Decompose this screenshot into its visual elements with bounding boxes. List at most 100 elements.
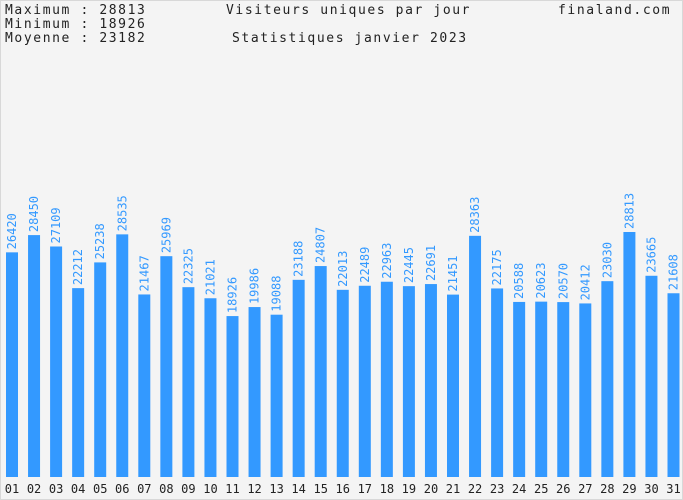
bar-31 — [667, 293, 680, 477]
x-tick-label-25: 25 — [534, 482, 548, 496]
x-tick-label-31: 31 — [666, 482, 680, 496]
bar-24 — [513, 301, 526, 477]
value-label-26: 20570 — [556, 263, 570, 299]
value-label-06: 28535 — [115, 195, 129, 231]
bar-10 — [204, 298, 217, 477]
value-label-13: 19088 — [270, 276, 284, 312]
value-label-30: 23665 — [644, 237, 658, 273]
bar-28 — [601, 281, 614, 477]
x-tick-label-02: 02 — [27, 482, 41, 496]
x-tick-label-03: 03 — [49, 482, 63, 496]
site-name: finaland.com — [558, 3, 672, 18]
bar-14 — [292, 279, 305, 477]
value-label-17: 22489 — [358, 247, 372, 283]
bar-17 — [358, 285, 371, 477]
value-label-20: 22691 — [424, 245, 438, 281]
value-label-19: 22445 — [402, 247, 416, 283]
value-label-08: 25969 — [159, 217, 173, 253]
min-value: 18926 — [99, 17, 147, 32]
bar-09 — [182, 287, 195, 477]
x-tick-label-20: 20 — [424, 482, 438, 496]
x-tick-label-01: 01 — [5, 482, 19, 496]
chart-title: Visiteurs uniques par jour — [226, 3, 472, 18]
x-tick-label-24: 24 — [512, 482, 526, 496]
value-label-25: 20623 — [534, 263, 548, 299]
value-label-18: 22963 — [380, 243, 394, 279]
x-tick-label-17: 17 — [358, 482, 372, 496]
bar-16 — [336, 289, 349, 477]
value-label-09: 22325 — [181, 248, 195, 284]
x-tick-label-08: 08 — [159, 482, 173, 496]
bar-03 — [50, 246, 63, 477]
x-tick-label-04: 04 — [71, 482, 85, 496]
x-tick-label-11: 11 — [225, 482, 239, 496]
avg-label: Moyenne — [5, 31, 71, 46]
bar-04 — [72, 288, 85, 477]
value-label-05: 25238 — [93, 223, 107, 259]
x-tick-label-10: 10 — [203, 482, 217, 496]
value-label-23: 22175 — [490, 249, 504, 285]
value-label-22: 28363 — [468, 197, 482, 233]
value-label-02: 28450 — [27, 196, 41, 232]
x-tick-label-09: 09 — [181, 482, 195, 496]
value-label-07: 21467 — [137, 255, 151, 291]
x-tick-label-05: 05 — [93, 482, 107, 496]
x-tick-label-21: 21 — [446, 482, 460, 496]
value-label-27: 20412 — [578, 264, 592, 300]
value-label-15: 24807 — [314, 227, 328, 263]
value-label-24: 20588 — [512, 263, 526, 299]
bar-30 — [645, 275, 658, 477]
value-label-10: 21021 — [203, 259, 217, 295]
x-tick-label-27: 27 — [578, 482, 592, 496]
chart-subtitle: Statistiques janvier 2023 — [232, 31, 468, 46]
value-label-04: 22212 — [71, 249, 85, 285]
bar-01 — [6, 252, 18, 477]
x-tick-label-19: 19 — [402, 482, 416, 496]
x-tick-label-30: 30 — [644, 482, 658, 496]
bar-19 — [402, 286, 415, 477]
max-stat: Maximum : 28813 — [5, 4, 146, 18]
value-labels-group: 26420 28450 27109 22212 25238 28535 21467 25969… — [5, 193, 681, 313]
x-tick-label-23: 23 — [490, 482, 504, 496]
bar-18 — [380, 281, 393, 477]
avg-stat: Moyenne : 23182 — [5, 32, 146, 46]
max-separator: : — [80, 3, 90, 18]
value-label-29: 28813 — [622, 193, 636, 229]
avg-value: 23182 — [99, 31, 147, 46]
x-axis-labels-group: 01 02 03 04 05 06 07 08 09 10 11 12 13 14 15 16 17 18 19 20… — [5, 482, 681, 496]
bar-06 — [116, 234, 129, 477]
value-label-12: 19986 — [248, 268, 262, 304]
min-separator: : — [80, 17, 90, 32]
bar-26 — [557, 302, 570, 477]
x-tick-label-28: 28 — [600, 482, 614, 496]
bar-08 — [160, 256, 173, 477]
x-tick-label-15: 15 — [313, 482, 327, 496]
bar-15 — [314, 266, 327, 477]
value-label-28: 23030 — [600, 242, 614, 278]
x-tick-label-26: 26 — [556, 482, 570, 496]
value-label-31: 21608 — [667, 254, 681, 290]
bars-group — [6, 232, 680, 477]
value-label-21: 21451 — [446, 255, 460, 291]
x-tick-label-22: 22 — [468, 482, 482, 496]
bar-22 — [469, 235, 482, 477]
bar-21 — [447, 294, 459, 477]
bar-07 — [138, 294, 151, 477]
x-tick-label-06: 06 — [115, 482, 129, 496]
max-value: 28813 — [99, 3, 147, 18]
bar-27 — [579, 303, 592, 477]
avg-separator: : — [80, 31, 90, 46]
max-label: Maximum — [5, 3, 71, 18]
bar-25 — [535, 301, 548, 477]
bar-05 — [94, 262, 107, 477]
bar-29 — [623, 232, 636, 477]
x-tick-label-14: 14 — [291, 482, 305, 496]
x-tick-label-29: 29 — [622, 482, 636, 496]
bar-02 — [28, 235, 41, 477]
bar-23 — [491, 288, 504, 477]
value-label-01: 26420 — [5, 213, 19, 249]
value-label-16: 22013 — [336, 251, 350, 287]
min-stat: Minimum : 18926 — [5, 18, 146, 32]
bar-11 — [226, 316, 239, 477]
